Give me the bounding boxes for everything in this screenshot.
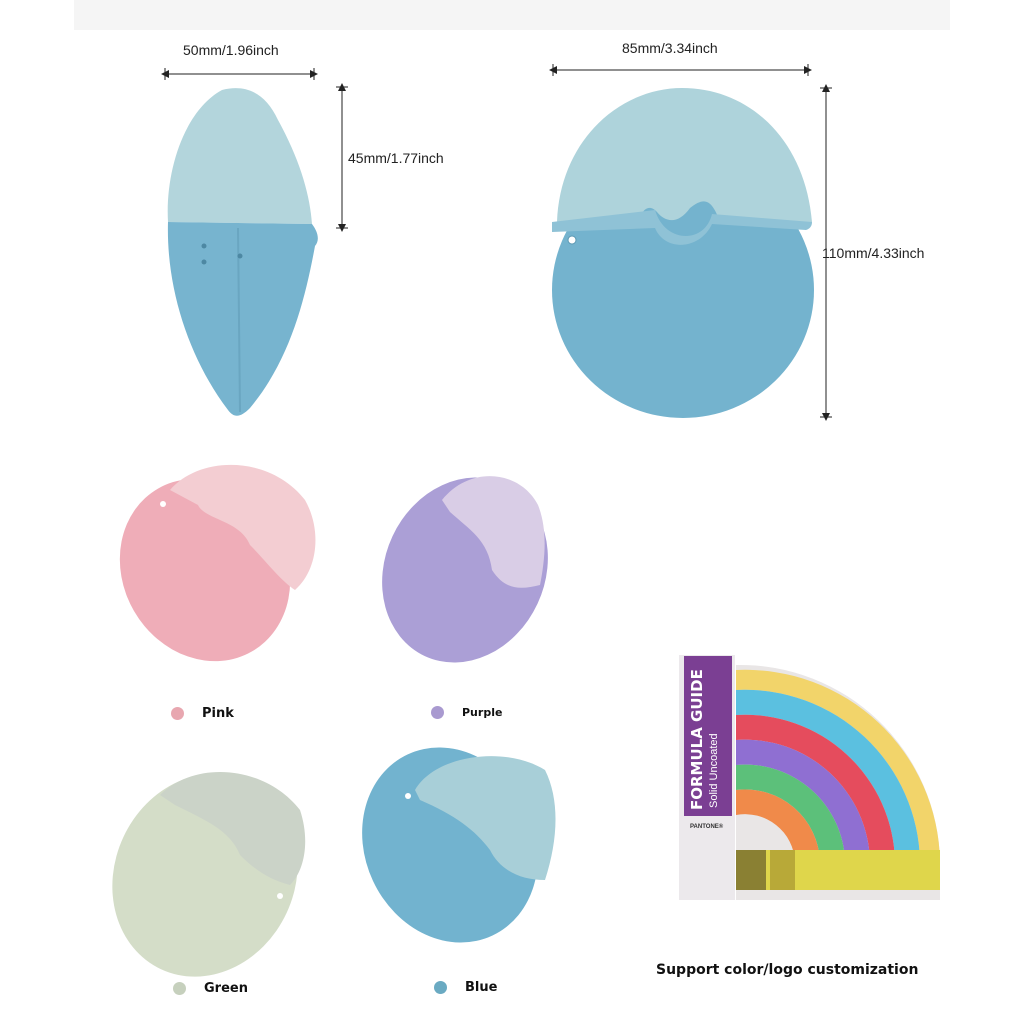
front-view-product	[552, 88, 814, 418]
front-width-label: 85mm/3.34inch	[622, 40, 718, 56]
pink-variant	[119, 464, 316, 662]
swatch-green: Green	[173, 981, 248, 996]
blue-label: Blue	[465, 980, 498, 995]
green-variant	[112, 772, 306, 977]
purple-dot	[431, 706, 444, 719]
swatch-blue: Blue	[434, 980, 497, 995]
purple-variant	[382, 476, 552, 663]
pantone-brand: PANTONE®	[690, 824, 724, 830]
pink-label: Pink	[202, 706, 234, 721]
purple-label: Purple	[462, 706, 503, 719]
side-width-label: 50mm/1.96inch	[183, 42, 279, 58]
pink-dot	[171, 707, 184, 720]
swatch-purple: Purple	[431, 706, 502, 719]
blue-variant	[362, 747, 556, 943]
pantone-title: FORMULA GUIDE	[688, 669, 706, 810]
swatch-pink: Pink	[171, 706, 234, 721]
blue-dot	[434, 981, 447, 994]
side-view-product	[167, 88, 318, 416]
pantone-fan	[679, 655, 940, 900]
side-height-label: 45mm/1.77inch	[348, 150, 444, 166]
front-height-label: 110mm/4.33inch	[822, 245, 925, 261]
pantone-subtitle: Solid Uncoated	[708, 733, 720, 808]
customization-caption: Support color/logo customization	[656, 962, 919, 978]
top-band	[74, 0, 950, 30]
green-label: Green	[204, 981, 248, 996]
green-dot	[173, 982, 186, 995]
